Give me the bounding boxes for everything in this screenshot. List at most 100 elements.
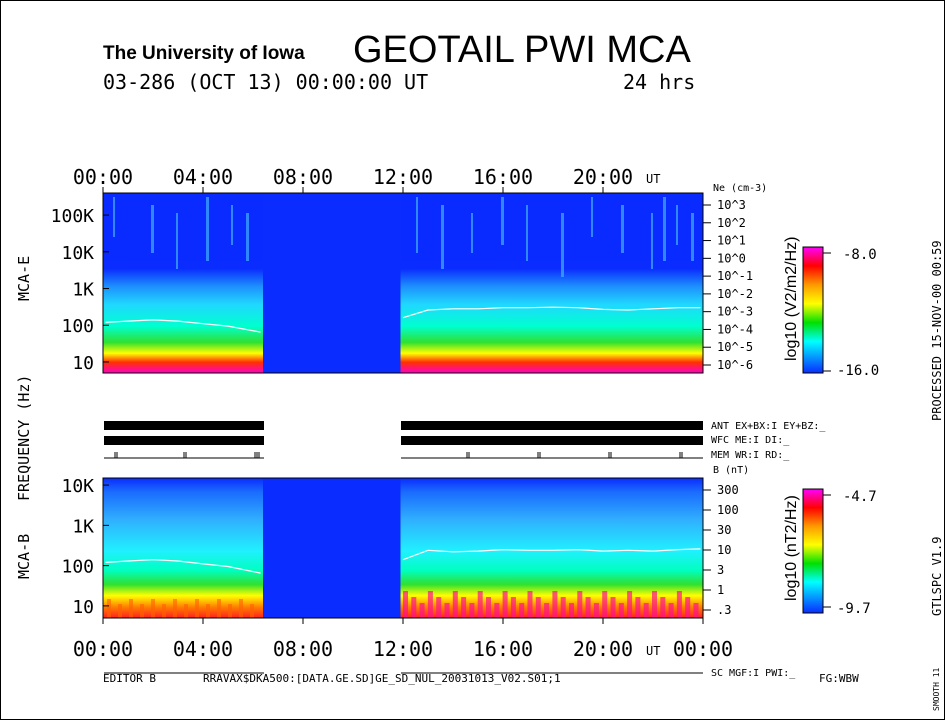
density-trace — [105, 319, 261, 333]
right-tick-label: 10^2 — [717, 216, 746, 230]
b-burst — [652, 591, 657, 618]
b-burst — [419, 603, 425, 618]
b-burst — [552, 591, 558, 618]
freq-tick-label: 100 — [61, 557, 94, 578]
mca-e-data-gap — [263, 193, 401, 373]
spectral-streak — [176, 213, 178, 269]
trace-segment — [402, 548, 701, 561]
colorbar-e-label: log10 (V2/m2/Hz) — [783, 237, 800, 362]
b-burst — [602, 591, 608, 618]
program-version: GTLSPC V1.9 — [930, 537, 944, 616]
spectral-streak — [621, 205, 624, 253]
bottom-tick-label: 08:00 — [273, 637, 333, 661]
top-time-axis: 00:00 04:00 08:00 12:00 16:00 20:00 — [73, 165, 633, 193]
colorbar-b-label: log10 (nT2/Hz) — [783, 495, 800, 601]
spectral-streak — [246, 213, 249, 261]
spectral-streak — [676, 205, 678, 245]
top-tick-label: 04:00 — [173, 165, 233, 189]
right-tick-label: 100 — [717, 503, 739, 517]
mca-e-freq-ticks: 100K 10K 1K 100 10 — [51, 206, 109, 374]
b-burst — [494, 603, 500, 618]
right-tick-label: 10^-2 — [717, 287, 753, 301]
b-burst — [569, 603, 574, 618]
freq-tick-label: 10K — [61, 476, 94, 497]
b-burst — [436, 597, 442, 618]
b-burst — [577, 591, 583, 618]
date-line: 03-286 (OCT 13) 00:00:00 UT — [103, 70, 428, 94]
processed-stamp: PROCESSED 15-NOV-00 00:59 — [930, 240, 944, 421]
bottom-tick-label: 04:00 — [173, 637, 233, 661]
right-tick-label: 3 — [717, 563, 724, 577]
colorbar-b-min: -9.7 — [837, 601, 871, 617]
b-burst — [593, 603, 599, 618]
mca-b-panel: 10K 1K 100 10 300 100 30 10 3 1 .3 B (nT) — [61, 465, 749, 619]
freq-tick-label: 10 — [72, 597, 94, 618]
b-burst — [206, 604, 210, 618]
b-burst — [173, 599, 177, 618]
right-tick-label: 10^-3 — [717, 305, 753, 319]
ant-status: ANT EX+BX:I EY+BZ:_ — [711, 421, 826, 432]
b-burst — [195, 599, 199, 618]
colorbar-e-min: -16.0 — [837, 363, 879, 379]
colorbar-b — [802, 488, 824, 614]
colorbar-e — [802, 246, 824, 374]
bottom-tick-label: 12:00 — [373, 637, 433, 661]
bottom-tick-label: 00:00 — [73, 637, 133, 661]
b-burst — [239, 599, 243, 618]
wfc-status: WFC ME:I DI:_ — [711, 435, 790, 446]
file-path: RRAVAX$DKA500:[DATA.GE.SD]GE_SD_NUL_2003… — [203, 672, 561, 685]
bottom-time-axis: 00:00 04:00 08:00 12:00 16:00 20:00 00:00 — [73, 618, 733, 661]
b-burst — [585, 597, 591, 618]
b-burst — [643, 603, 649, 618]
spectral-streak — [416, 197, 418, 253]
b-burst — [452, 591, 458, 618]
mem-status: MEM WR:I RD:_ — [711, 450, 790, 461]
right-tick-label: 300 — [717, 483, 739, 497]
right-tick-label: 10 — [717, 543, 731, 557]
b-burst — [610, 597, 616, 618]
mca-b-data-gap — [263, 478, 401, 618]
b-burst — [118, 604, 122, 618]
right-tick-label: 10^-6 — [717, 358, 753, 372]
bottom-tick-label: 20:00 — [573, 637, 633, 661]
freq-tick-label: 100K — [51, 206, 95, 227]
spectral-streak — [591, 197, 593, 237]
spectral-streak — [501, 197, 504, 245]
b-burst — [250, 604, 254, 618]
b-burst — [668, 603, 674, 618]
mca-e-label: MCA-E — [15, 256, 33, 301]
mca-e-frame — [102, 192, 704, 374]
mca-e-density-ticks: 10^3 10^2 10^1 10^0 10^-1 10^-2 10^-3 10^-4 10^-… — [703, 198, 753, 372]
b-burst — [107, 599, 111, 618]
spectral-streak — [151, 205, 154, 253]
right-tick-label: 10^-4 — [717, 322, 753, 336]
b-burst — [469, 603, 475, 618]
b-burst — [151, 599, 155, 618]
top-tick-label: 00:00 — [73, 165, 133, 189]
b-burst — [627, 591, 633, 618]
right-tick-label: 10^-5 — [717, 340, 753, 354]
b-burst — [228, 604, 232, 618]
right-tick-label: 30 — [717, 523, 731, 537]
spectral-streak — [663, 197, 666, 261]
density-axis-label: Ne (cm-3) — [713, 183, 767, 194]
mca-b-label: MCA-B — [15, 534, 33, 579]
b-burst — [685, 597, 691, 618]
top-ut-label: UT — [646, 172, 660, 186]
spectral-streak — [231, 205, 233, 245]
b-burst — [502, 591, 508, 618]
b-burst — [660, 597, 666, 618]
b-burst — [411, 597, 417, 618]
b-burst — [461, 597, 467, 618]
b-burst — [403, 591, 408, 618]
b-burst — [676, 591, 682, 618]
right-tick-label: 10^0 — [717, 251, 746, 265]
mca-e-upper-band — [103, 193, 703, 261]
mca-b-field-ticks: 300 100 30 10 3 1 .3 — [703, 483, 739, 617]
spectral-streak — [113, 197, 115, 237]
top-tick-label: 08:00 — [273, 165, 333, 189]
freq-tick-label: 1K — [72, 516, 94, 537]
spectral-streak — [471, 213, 473, 253]
right-tick-label: 10^3 — [717, 198, 746, 212]
spectral-streak — [441, 205, 444, 269]
